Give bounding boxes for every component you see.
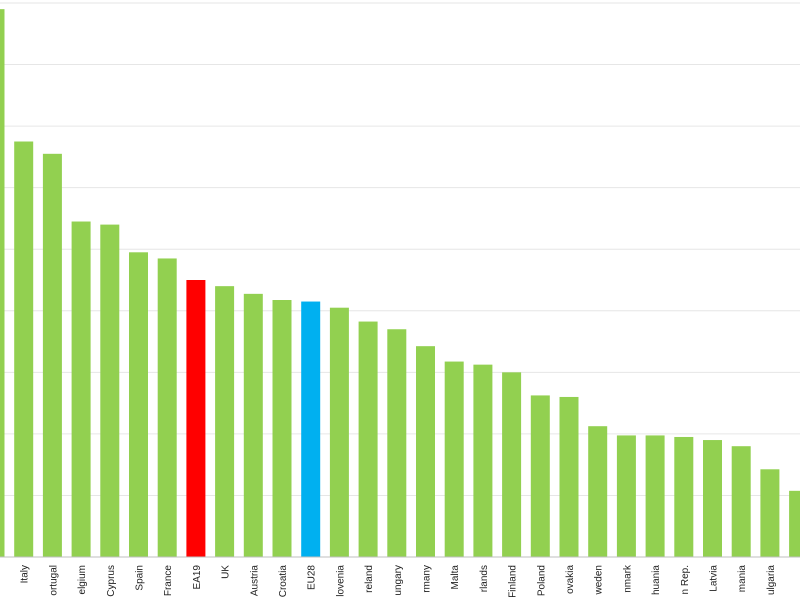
- x-tick-labels: reece Italy ortugal elgium Cyprus Spain France…: [0, 564, 777, 598]
- bar-sweden: [588, 426, 608, 557]
- x-tick-label: reland: [364, 565, 375, 593]
- x-tick-label: Finland: [508, 565, 519, 598]
- x-tick-label: Italy: [20, 565, 31, 583]
- x-tick-label: Spain: [135, 565, 146, 591]
- x-tick-label: Poland: [536, 565, 547, 596]
- bar-czech-rep: [674, 436, 694, 557]
- bar-eu28: [301, 301, 321, 557]
- x-tick-label: mania: [737, 565, 748, 593]
- bars: [0, 9, 800, 558]
- bar-ea19: [186, 280, 206, 557]
- x-tick-label: UK: [221, 565, 232, 579]
- bar-belgium: [71, 221, 91, 557]
- x-tick-label: EU28: [307, 565, 318, 590]
- x-tick-label: Austria: [249, 565, 260, 597]
- x-tick-label: reece: [0, 565, 2, 590]
- bar-france: [157, 258, 177, 557]
- bar-portugal: [42, 153, 62, 558]
- bar-hungary: [387, 329, 407, 557]
- bar-romania: [731, 446, 751, 557]
- x-tick-label: ulgaria: [766, 565, 777, 595]
- x-tick-label: ovakia: [565, 565, 576, 594]
- bar-cyprus: [100, 224, 120, 557]
- x-tick-label: EA19: [192, 565, 203, 590]
- x-tick-label: ungary: [393, 565, 404, 596]
- bar-denmark: [616, 435, 636, 557]
- x-tick-label: Malta: [450, 565, 461, 590]
- bar-latvia: [703, 440, 722, 557]
- bar-lithuania: [645, 435, 665, 557]
- x-tick-label: elgium: [77, 565, 88, 594]
- x-tick-label: huania: [651, 565, 662, 595]
- x-tick-label: rmany: [422, 565, 433, 593]
- x-tick-label: lovenia: [335, 565, 346, 597]
- bar-austria: [243, 293, 263, 557]
- bar-malta: [444, 361, 464, 557]
- x-tick-label: Latvia: [709, 565, 720, 592]
- bar-italy: [14, 141, 34, 557]
- bar-croatia: [272, 300, 292, 557]
- x-tick-label: Croatia: [278, 565, 289, 598]
- bar-slovakia: [559, 396, 579, 557]
- x-tick-label: weden: [594, 565, 605, 595]
- x-tick-label: rlands: [479, 565, 490, 592]
- x-tick-label: nmark: [622, 564, 633, 593]
- bar-ireland: [358, 321, 378, 557]
- bar-spain: [129, 252, 148, 558]
- bar-finland: [502, 372, 522, 557]
- bar-germany: [416, 346, 435, 557]
- bar-greece: [0, 9, 5, 557]
- bar-poland: [530, 395, 550, 557]
- x-tick-label: France: [163, 565, 174, 597]
- bar-netherlands: [473, 364, 493, 557]
- x-tick-label: Cyprus: [106, 565, 117, 597]
- bar-luxembourg: [789, 490, 800, 557]
- x-tick-label: n Rep.: [680, 565, 691, 594]
- x-tick-label: ortugal: [48, 565, 59, 596]
- bar-bulgaria: [760, 469, 780, 557]
- bar-uk: [215, 286, 235, 557]
- bar-slovenia: [329, 307, 349, 557]
